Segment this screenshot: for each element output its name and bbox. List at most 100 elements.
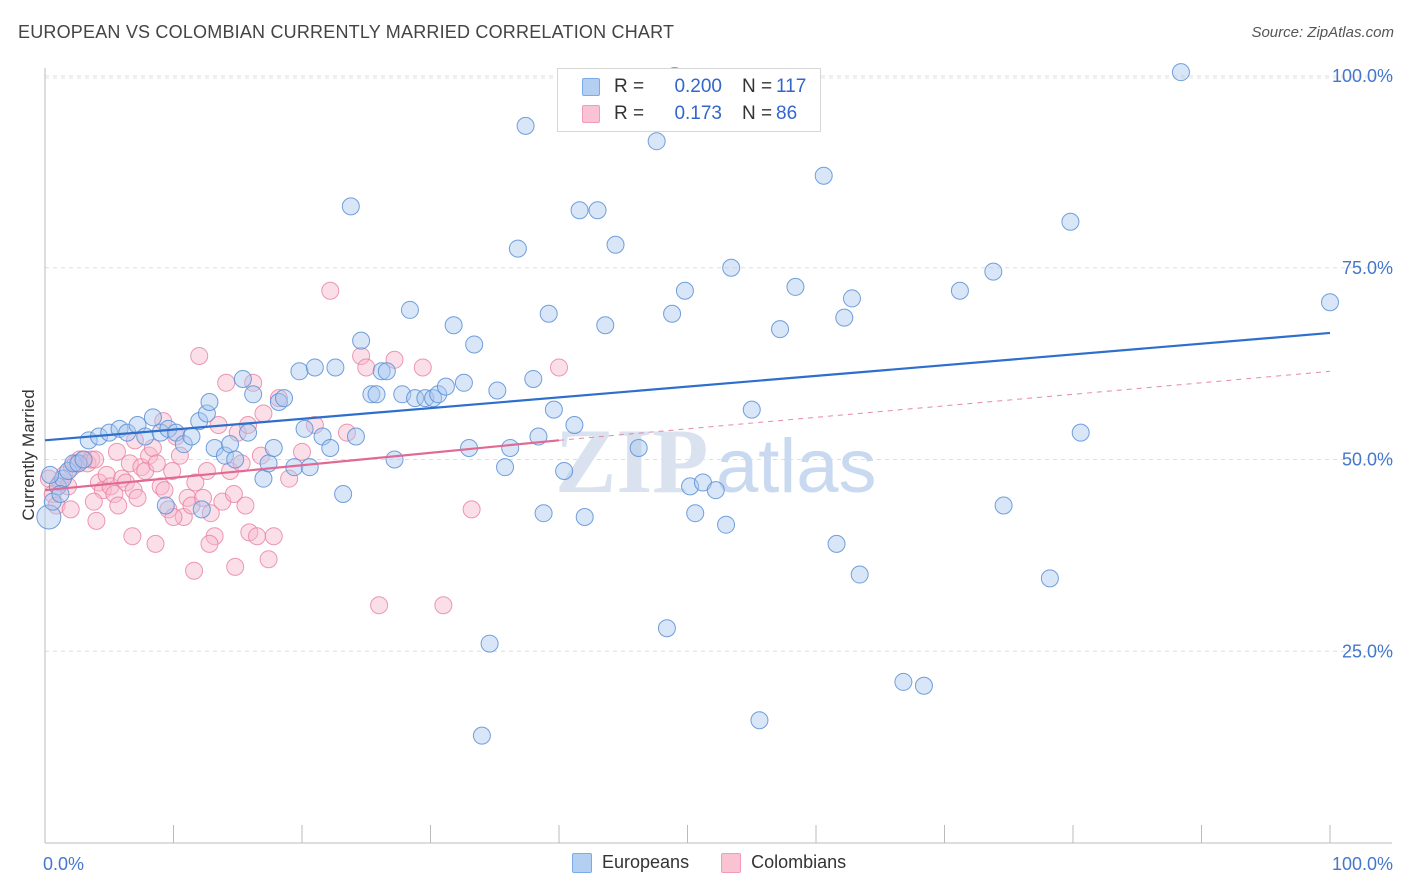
data-point-colombians bbox=[337, 423, 356, 442]
trend-line-colombians bbox=[44, 439, 560, 492]
data-point-europeans bbox=[606, 235, 625, 254]
data-point-colombians bbox=[357, 358, 376, 377]
data-point-europeans bbox=[894, 672, 913, 691]
data-point-colombians bbox=[280, 469, 299, 488]
legend-item-europeans[interactable]: Europeans bbox=[572, 852, 689, 873]
data-point-europeans bbox=[341, 197, 360, 216]
data-point-colombians bbox=[434, 596, 453, 615]
data-point-colombians bbox=[194, 488, 213, 507]
data-point-europeans bbox=[352, 331, 371, 350]
data-point-europeans bbox=[205, 438, 224, 457]
legend-item-colombians[interactable]: Colombians bbox=[721, 852, 846, 873]
data-point-europeans bbox=[100, 423, 119, 442]
data-point-europeans bbox=[454, 373, 473, 392]
data-point-europeans bbox=[629, 438, 648, 457]
data-point-colombians bbox=[236, 496, 255, 515]
legend-swatch-europeans bbox=[582, 78, 600, 96]
data-point-europeans bbox=[226, 450, 245, 469]
data-point-europeans bbox=[321, 438, 340, 457]
data-point-europeans bbox=[1040, 569, 1059, 588]
data-point-europeans bbox=[326, 358, 345, 377]
data-point-europeans bbox=[534, 504, 553, 523]
legend-r-value-colombians: 0.173 bbox=[674, 103, 722, 124]
legend-swatch-colombians bbox=[721, 852, 742, 873]
data-point-colombians bbox=[105, 485, 124, 504]
data-point-europeans bbox=[400, 300, 419, 319]
data-point-europeans bbox=[814, 166, 833, 185]
watermark-atlas: atlas bbox=[716, 424, 877, 509]
legend-label-colombians: Colombians bbox=[751, 852, 847, 872]
data-point-europeans bbox=[488, 381, 507, 400]
data-point-colombians bbox=[61, 500, 80, 519]
data-point-europeans bbox=[496, 458, 515, 477]
data-point-europeans bbox=[197, 404, 216, 423]
stats-legend: R = 0.200 N = 117 R = 0.173 N = 86 bbox=[557, 68, 821, 132]
data-point-europeans bbox=[275, 389, 294, 408]
data-point-colombians bbox=[147, 454, 166, 473]
data-point-europeans bbox=[565, 415, 584, 434]
legend-label-europeans: Europeans bbox=[602, 852, 690, 872]
data-point-europeans bbox=[221, 435, 240, 454]
series-colombians bbox=[39, 281, 568, 615]
data-point-europeans bbox=[41, 465, 60, 484]
data-point-europeans bbox=[524, 369, 543, 388]
data-point-europeans bbox=[334, 485, 353, 504]
data-point-europeans bbox=[771, 320, 790, 339]
data-point-europeans bbox=[156, 496, 175, 515]
data-point-europeans bbox=[827, 534, 846, 553]
y-tick-label: 100.0% bbox=[1332, 66, 1393, 86]
data-point-europeans bbox=[529, 427, 548, 446]
data-point-europeans bbox=[215, 446, 234, 465]
data-point-europeans bbox=[346, 427, 365, 446]
legend-swatch-europeans bbox=[572, 852, 592, 873]
data-point-europeans bbox=[192, 500, 211, 519]
data-point-europeans bbox=[305, 358, 324, 377]
legend-row-europeans: R = 0.200 N = 117 bbox=[582, 74, 826, 100]
data-point-colombians bbox=[167, 427, 186, 446]
trend-line-europeans bbox=[44, 331, 1331, 442]
data-point-colombians bbox=[462, 500, 481, 519]
data-point-colombians bbox=[254, 404, 273, 423]
data-point-europeans bbox=[850, 565, 869, 584]
data-point-colombians bbox=[120, 454, 139, 473]
data-point-europeans bbox=[264, 438, 283, 457]
data-point-europeans bbox=[472, 726, 491, 745]
data-point-europeans bbox=[647, 132, 666, 151]
data-point-colombians bbox=[84, 492, 103, 511]
data-point-colombians bbox=[190, 346, 209, 365]
legend-r-value-europeans: 0.200 bbox=[674, 76, 722, 97]
data-point-europeans bbox=[984, 262, 1003, 281]
chart-title: EUROPEAN VS COLOMBIAN CURRENTLY MARRIED … bbox=[18, 22, 675, 42]
data-point-europeans bbox=[588, 201, 607, 220]
x-tick-label: 100.0% bbox=[1332, 854, 1393, 874]
data-point-europeans bbox=[570, 201, 589, 220]
tick-labels: 25.0% 50.0% 75.0% 100.0% 0.0% 100.0% bbox=[43, 66, 1393, 874]
data-point-europeans bbox=[686, 504, 705, 523]
data-point-europeans bbox=[254, 469, 273, 488]
data-point-europeans bbox=[950, 281, 969, 300]
trend-lines bbox=[44, 331, 1331, 492]
watermark: ZIP atlas bbox=[555, 410, 877, 512]
data-point-colombians bbox=[185, 561, 204, 580]
legend-r-label: R = bbox=[614, 76, 645, 97]
y-tick-label: 50.0% bbox=[1342, 450, 1393, 470]
data-point-colombians bbox=[146, 534, 165, 553]
data-point-colombians bbox=[224, 485, 243, 504]
data-point-europeans bbox=[750, 711, 769, 730]
legend-n-label: N = bbox=[742, 76, 773, 97]
data-point-colombians bbox=[370, 596, 389, 615]
data-point-colombians bbox=[123, 527, 142, 546]
data-point-europeans bbox=[429, 385, 448, 404]
data-point-colombians bbox=[200, 534, 219, 553]
data-point-europeans bbox=[385, 450, 404, 469]
data-point-colombians bbox=[269, 389, 288, 408]
data-point-europeans bbox=[64, 454, 83, 473]
data-point-europeans bbox=[1171, 63, 1190, 82]
data-point-europeans bbox=[516, 116, 535, 135]
data-point-colombians bbox=[128, 488, 147, 507]
x-tick-label: 0.0% bbox=[43, 854, 84, 874]
data-point-europeans bbox=[295, 419, 314, 438]
data-point-europeans bbox=[706, 481, 725, 500]
data-point-colombians bbox=[226, 557, 245, 576]
